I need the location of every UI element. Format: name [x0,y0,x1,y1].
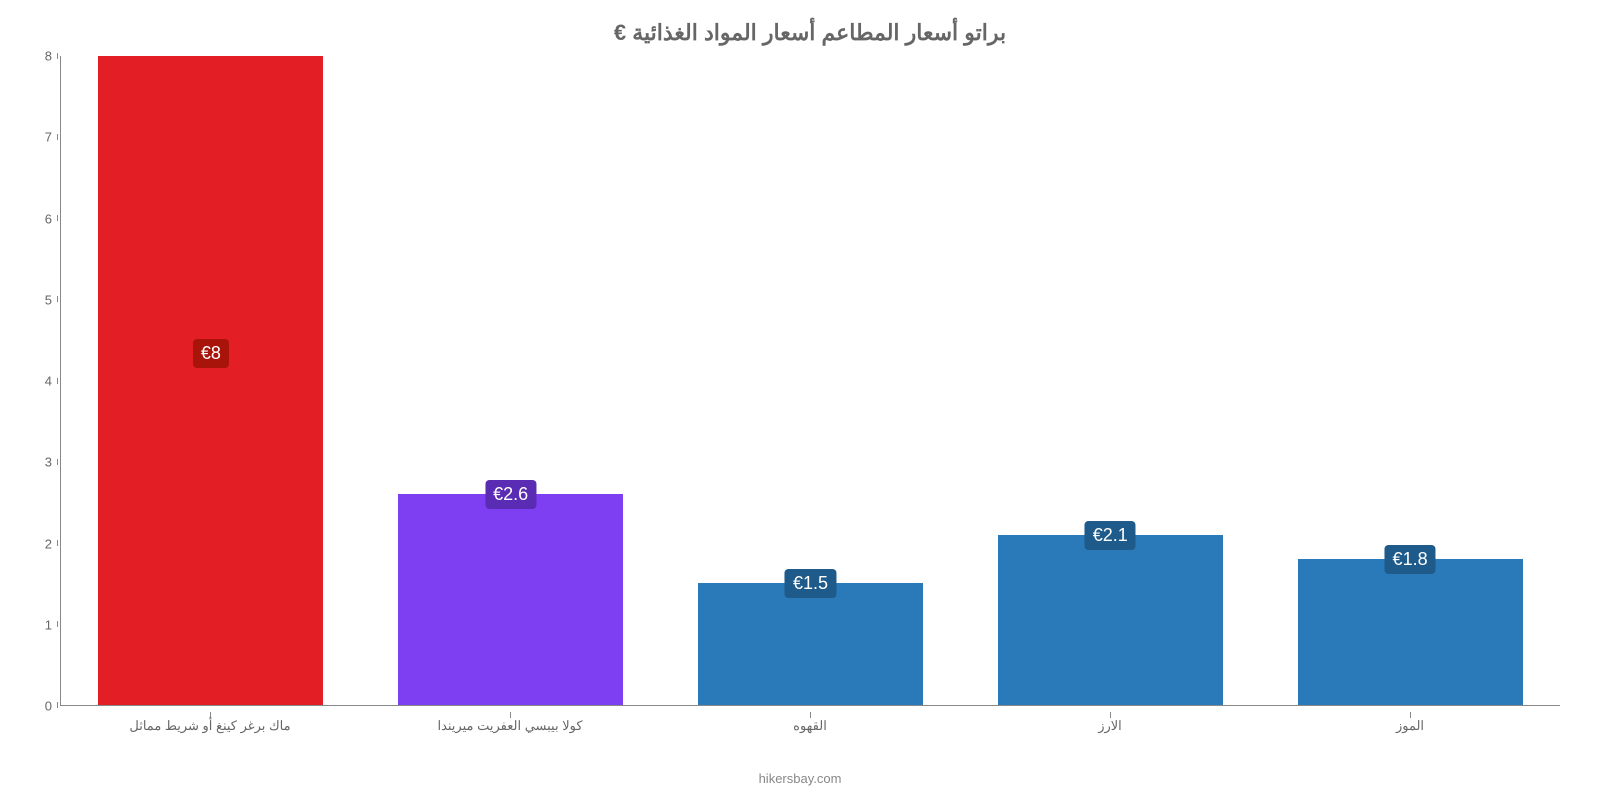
y-tick-mark [57,378,58,384]
x-tick-text: الموز [1260,718,1560,734]
bar-slot: €2.1 [960,56,1260,705]
plot-area: 012345678 €8€2.6€1.5€2.1€1.8 ماك برغر كي… [60,56,1560,736]
y-tick-label: 0 [45,699,52,714]
x-axis-labels: ماك برغر كينغ أو شريط مماثلكولا بيبسي ال… [60,706,1560,736]
y-tick-label: 7 [45,130,52,145]
y-tick-mark [57,702,58,708]
y-axis: 012345678 [30,56,60,706]
bar-value-label: €1.5 [785,569,836,598]
bar: €2.6 [398,494,623,705]
bar-slot: €1.5 [661,56,961,705]
bar: €8 [98,56,323,705]
y-tick-label: 6 [45,211,52,226]
bar: €2.1 [998,535,1223,705]
bar-value-label: €2.6 [485,480,536,509]
x-tick-label: القهوه [660,706,960,736]
x-tick-text: القهوه [660,718,960,734]
y-tick-label: 8 [45,49,52,64]
y-tick-mark [57,459,58,465]
y-tick-label: 1 [45,617,52,632]
x-tick-text: ماك برغر كينغ أو شريط مماثل [60,718,360,734]
y-tick-mark [57,621,58,627]
bar-value-label: €1.8 [1385,545,1436,574]
x-tick-text: الارز [960,718,1260,734]
bar-value-label: €2.1 [1085,521,1136,550]
chart-container: براتو أسعار المطاعم أسعار المواد الغذائي… [0,0,1600,800]
y-tick-mark [57,134,58,140]
bar-slot: €2.6 [361,56,661,705]
y-tick-mark [57,296,58,302]
y-tick-label: 5 [45,292,52,307]
chart-title: براتو أسعار المطاعم أسعار المواد الغذائي… [60,20,1560,46]
y-tick-label: 3 [45,455,52,470]
bar-slot: €8 [61,56,361,705]
y-tick-label: 4 [45,374,52,389]
attribution-text: hikersbay.com [0,771,1600,786]
y-tick-mark [57,215,58,221]
x-tick-label: الموز [1260,706,1560,736]
y-tick-label: 2 [45,536,52,551]
bar-slot: €1.8 [1260,56,1560,705]
y-tick-mark [57,53,58,59]
x-tick-label: ماك برغر كينغ أو شريط مماثل [60,706,360,736]
bar-value-label: €8 [193,339,229,368]
bars-row: €8 €2.6 €1.5 €2.1 €1.8 [61,56,1560,705]
y-tick-mark [57,540,58,546]
bar: €1.5 [698,583,923,705]
x-tick-label: الارز [960,706,1260,736]
plot: €8 €2.6 €1.5 €2.1 €1.8 [60,56,1560,706]
x-tick-text: كولا بيبسي العفريت ميريندا [360,718,660,734]
bar: €1.8 [1298,559,1523,705]
x-tick-label: كولا بيبسي العفريت ميريندا [360,706,660,736]
